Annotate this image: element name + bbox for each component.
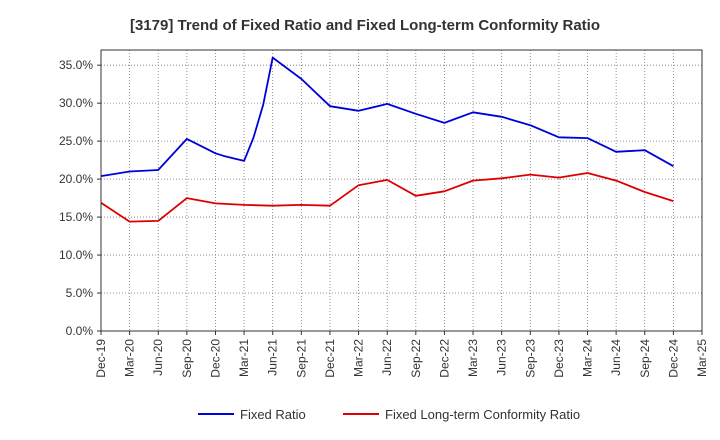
y-tick-label: 25.0%: [59, 134, 93, 148]
series-lines: [100, 56, 674, 223]
series-line-fixed-long-term-conformity-ratio: [100, 172, 674, 223]
x-tick-label: Sep-21: [294, 339, 308, 378]
chart-title: [3179] Trend of Fixed Ratio and Fixed Lo…: [130, 17, 600, 34]
x-tick-label: Mar-25: [695, 339, 709, 377]
grid: [101, 50, 702, 331]
plot-frame: [100, 49, 703, 332]
x-tick-label: Mar-22: [352, 339, 366, 377]
legend-label: Fixed Long-term Conformity Ratio: [385, 407, 580, 422]
x-tick-label: Jun-24: [609, 339, 623, 376]
x-tick-label: Dec-19: [94, 339, 108, 378]
x-tick-label: Dec-23: [552, 339, 566, 378]
legend-label: Fixed Ratio: [240, 407, 306, 422]
x-tick-label: Dec-24: [666, 339, 680, 378]
y-axis: 0.0% 5.0% 10.0% 15.0% 20.0% 25.0% 30.0% 35.0%: [59, 58, 101, 338]
y-tick-label: 5.0%: [66, 286, 94, 300]
x-tick-label: Jun-21: [266, 339, 280, 376]
x-tick-label: Jun-22: [380, 339, 394, 376]
x-tick-label: Sep-22: [409, 339, 423, 378]
series-line-fixed-ratio: [100, 56, 674, 177]
x-tick-label: Mar-21: [237, 339, 251, 377]
x-tick-label: Sep-23: [523, 339, 537, 378]
x-tick-label: Dec-21: [323, 339, 337, 378]
y-tick-label: 30.0%: [59, 96, 93, 110]
y-tick-label: 35.0%: [59, 58, 93, 72]
y-tick-label: 10.0%: [59, 248, 93, 262]
x-tick-label: Dec-20: [208, 339, 222, 378]
x-axis: Dec-19 Mar-20 Jun-20 Sep-20 Dec-20 Mar-21 Jun-…: [94, 331, 709, 378]
x-tick-label: Dec-22: [437, 339, 451, 378]
legend: Fixed Ratio Fixed Long-term Conformity Ra…: [198, 407, 580, 422]
x-tick-label: Sep-24: [638, 339, 652, 378]
x-tick-label: Jun-20: [151, 339, 165, 376]
x-tick-label: Mar-20: [123, 339, 137, 377]
x-tick-label: Mar-24: [581, 339, 595, 377]
x-tick-label: Jun-23: [495, 339, 509, 376]
y-tick-label: 0.0%: [66, 324, 94, 338]
y-tick-label: 20.0%: [59, 172, 93, 186]
y-tick-label: 15.0%: [59, 210, 93, 224]
x-tick-label: Mar-23: [466, 339, 480, 377]
x-tick-label: Sep-20: [180, 339, 194, 378]
